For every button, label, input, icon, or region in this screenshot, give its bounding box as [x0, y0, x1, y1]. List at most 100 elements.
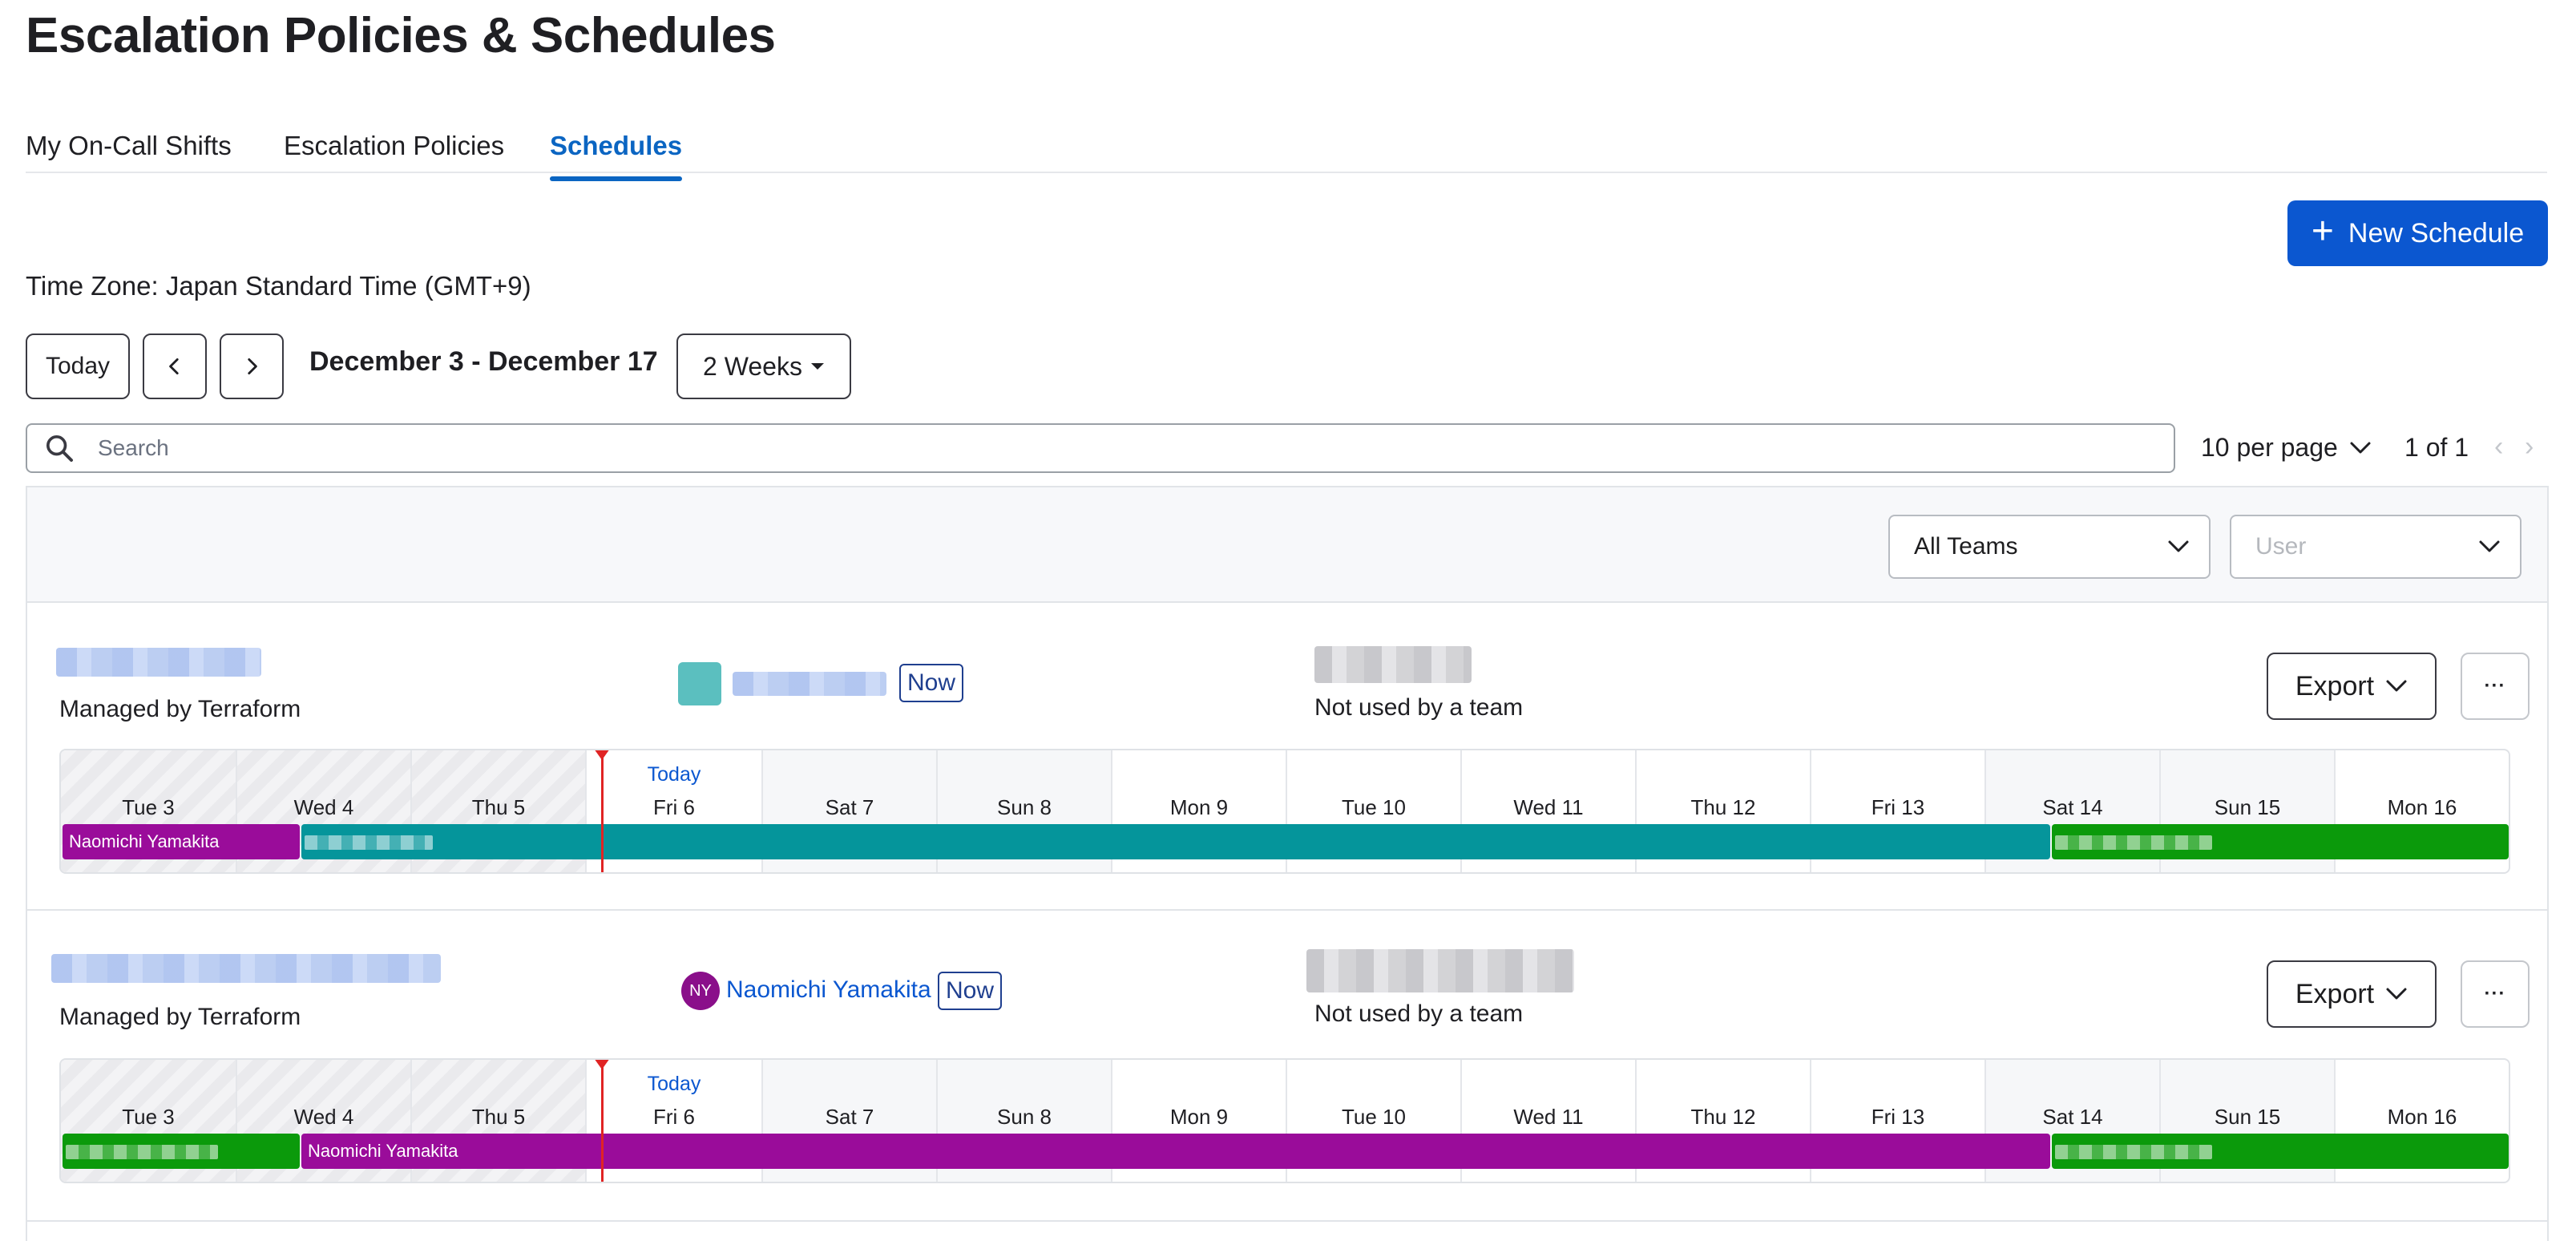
- shift-bar[interactable]: Naomichi Yamakita: [63, 824, 300, 859]
- day-label: Sat 7: [825, 795, 874, 819]
- now-badge: Now: [899, 664, 964, 702]
- day-column: Wed 11: [1462, 1060, 1637, 1182]
- day-column: Mon 9: [1112, 1060, 1287, 1182]
- team-name-redacted: [1314, 646, 1472, 683]
- day-label: Fri 13: [1871, 1105, 1925, 1129]
- day-column: Fri 13: [1811, 1060, 1986, 1182]
- caret-down-icon: [810, 363, 824, 370]
- export-button[interactable]: Export: [2267, 653, 2437, 720]
- managed-by-label: Managed by Terraform: [59, 1004, 301, 1030]
- day-column: Thu 12: [1637, 750, 1811, 872]
- oncall-user-link[interactable]: Naomichi Yamakita: [726, 976, 931, 1003]
- schedule-name-redacted[interactable]: [56, 648, 261, 677]
- today-marker-label: Today: [647, 763, 701, 786]
- day-label: Sat 7: [825, 1105, 874, 1129]
- day-label: Sun 15: [2214, 1105, 2281, 1129]
- day-column: Tue 10: [1287, 1060, 1462, 1182]
- shift-name-redacted: [2055, 835, 2212, 850]
- day-column: Fri 13: [1811, 750, 1986, 872]
- date-range-label: December 3 - December 17: [309, 346, 658, 377]
- plus-icon: +: [2311, 210, 2334, 253]
- now-badge: Now: [938, 972, 1003, 1010]
- row-divider: [27, 1220, 2547, 1222]
- day-label: Sun 8: [997, 1105, 1052, 1129]
- chevron-down-icon: [2386, 988, 2407, 1000]
- chevron-left-icon: [169, 358, 179, 375]
- chevron-right-icon: [248, 358, 257, 375]
- day-label: Tue 3: [122, 795, 175, 819]
- today-button[interactable]: Today: [26, 333, 130, 399]
- next-page-icon[interactable]: ›: [2525, 431, 2534, 462]
- day-column: Tue 10: [1287, 750, 1462, 872]
- team-status: Not used by a team: [1314, 1000, 1524, 1027]
- shift-name-redacted: [2055, 1145, 2212, 1159]
- tab-my-on-call-shifts[interactable]: My On-Call Shifts: [26, 131, 232, 160]
- day-label: Sat 14: [2042, 795, 2103, 819]
- day-label: Tue 3: [122, 1105, 175, 1129]
- shift-bar[interactable]: [2052, 824, 2509, 859]
- day-label: Wed 11: [1513, 1105, 1584, 1129]
- schedule-timeline: Tue 3 Wed 4 Thu 5 Today Fri 6 Sat 7 Sun 8…: [59, 749, 2510, 874]
- new-schedule-button[interactable]: + New Schedule: [2287, 200, 2548, 266]
- managed-by-label: Managed by Terraform: [59, 696, 301, 722]
- day-label: Fri 6: [653, 1105, 695, 1129]
- chevron-down-icon: [2168, 540, 2189, 552]
- new-schedule-label: New Schedule: [2348, 217, 2525, 249]
- teams-filter[interactable]: All Teams: [1888, 515, 2211, 579]
- per-page-select[interactable]: 10 per page: [2201, 433, 2372, 463]
- user-filter[interactable]: User: [2230, 515, 2521, 579]
- team-name-redacted: [1306, 949, 1574, 992]
- tab-schedules[interactable]: Schedules: [550, 131, 683, 181]
- chevron-down-icon: [2479, 540, 2500, 552]
- oncall-name-redacted[interactable]: [733, 672, 886, 696]
- day-label: Tue 10: [1342, 1105, 1406, 1129]
- shift-bar[interactable]: [63, 1134, 300, 1169]
- shift-name-redacted: [66, 1145, 218, 1159]
- page-count: 1 of 1: [2404, 433, 2469, 462]
- day-label: Mon 9: [1169, 795, 1229, 819]
- day-label: Thu 12: [1690, 795, 1756, 819]
- teams-filter-value: All Teams: [1914, 533, 2018, 560]
- per-page-value: 10 per page: [2201, 433, 2338, 462]
- shift-bar[interactable]: [301, 824, 2050, 859]
- shift-bar[interactable]: Naomichi Yamakita: [301, 1134, 2050, 1169]
- day-label: Sun 15: [2214, 795, 2281, 819]
- now-indicator-icon: [594, 750, 610, 760]
- search-box: [26, 423, 2175, 473]
- schedule-name-redacted[interactable]: [51, 954, 441, 983]
- previous-range-button[interactable]: [143, 333, 207, 399]
- day-label: Sat 14: [2042, 1105, 2103, 1129]
- export-label: Export: [2295, 978, 2375, 1009]
- day-label: Mon 9: [1169, 1105, 1229, 1129]
- export-button[interactable]: Export: [2267, 960, 2437, 1028]
- now-indicator-line: [601, 1060, 604, 1182]
- schedules-panel: [26, 486, 2549, 1241]
- team-status: Not used by a team: [1314, 694, 1524, 721]
- day-column: Wed 11: [1462, 750, 1637, 872]
- oncall-avatar-redacted: [678, 662, 721, 705]
- day-column: Today Fri 6: [587, 750, 763, 872]
- day-label: Mon 16: [2387, 795, 2457, 819]
- search-input[interactable]: [98, 435, 2021, 461]
- page-title: Escalation Policies & Schedules: [26, 8, 776, 63]
- chevron-down-icon: [2350, 442, 2371, 453]
- view-range-select[interactable]: 2 Weeks: [676, 333, 851, 399]
- filter-bar: All Teams User: [27, 487, 2547, 603]
- shift-bar[interactable]: [2052, 1134, 2509, 1169]
- day-label: Thu 5: [471, 795, 526, 819]
- day-label: Wed 4: [293, 1105, 354, 1129]
- day-column: Mon 16: [2336, 1060, 2509, 1182]
- prev-page-icon[interactable]: ‹: [2494, 431, 2504, 462]
- day-label: Wed 11: [1513, 795, 1584, 819]
- tab-escalation-policies[interactable]: Escalation Policies: [284, 131, 505, 160]
- view-range-value: 2 Weeks: [703, 351, 802, 381]
- oncall-avatar: NY: [681, 972, 720, 1010]
- search-icon: [46, 435, 73, 462]
- next-range-button[interactable]: [220, 333, 284, 399]
- day-column: Mon 16: [2336, 750, 2509, 872]
- more-options-button[interactable]: ···: [2461, 653, 2530, 720]
- now-indicator-icon: [594, 1060, 610, 1069]
- today-marker-label: Today: [647, 1073, 701, 1095]
- day-column: Today Fri 6: [587, 1060, 763, 1182]
- more-options-button[interactable]: ···: [2461, 960, 2530, 1028]
